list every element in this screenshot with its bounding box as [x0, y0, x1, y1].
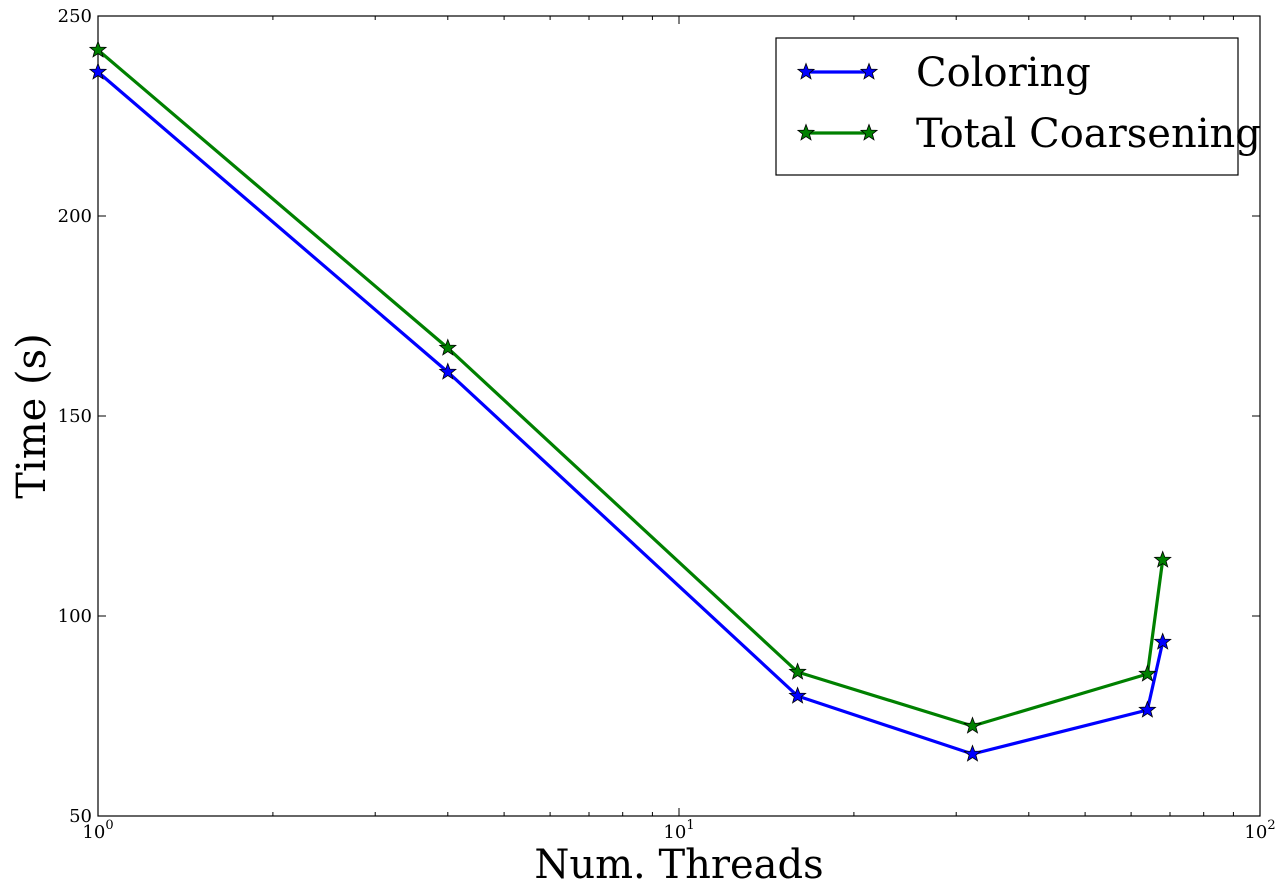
data-point-marker — [788, 686, 807, 704]
x-tick-label: 100 — [82, 818, 113, 843]
series-lines — [96, 48, 1165, 756]
y-tick-label: 50 — [69, 806, 92, 827]
x-tick-label: 102 — [1244, 818, 1275, 843]
data-point-marker — [88, 40, 108, 58]
legend-label: Coloring — [916, 50, 1091, 96]
legend-label: Total Coarsening — [916, 111, 1261, 157]
legend: Coloring Total Coarsening — [775, 37, 1261, 176]
data-point-marker — [1153, 632, 1172, 650]
data-point-marker — [438, 362, 457, 380]
data-point-marker — [963, 744, 982, 762]
data-point-marker — [963, 716, 982, 734]
x-axis-title: Num. Threads — [534, 842, 823, 888]
y-tick-label: 250 — [58, 6, 92, 27]
y-axis-title: Time (s) — [9, 333, 55, 499]
axis-ticks — [97, 15, 1261, 817]
y-tick-label: 100 — [58, 606, 92, 627]
data-point-marker — [88, 62, 108, 80]
series-markers — [88, 40, 1172, 762]
y-tick-label: 150 — [58, 406, 92, 427]
data-point-marker — [438, 338, 457, 356]
data-point-marker — [1153, 550, 1172, 568]
series-line-2 — [96, 48, 1165, 728]
x-tick-label: 101 — [663, 818, 694, 843]
legend-marker — [796, 123, 816, 141]
legend-marker — [859, 62, 879, 80]
data-point-marker — [1138, 664, 1157, 682]
legend-marker — [796, 62, 816, 80]
y-tick-label: 200 — [58, 206, 92, 227]
series-line-1 — [96, 70, 1165, 756]
data-point-marker — [1138, 700, 1157, 718]
legend-marker — [859, 123, 879, 141]
legend-box — [775, 37, 1239, 176]
data-point-marker — [788, 662, 807, 680]
